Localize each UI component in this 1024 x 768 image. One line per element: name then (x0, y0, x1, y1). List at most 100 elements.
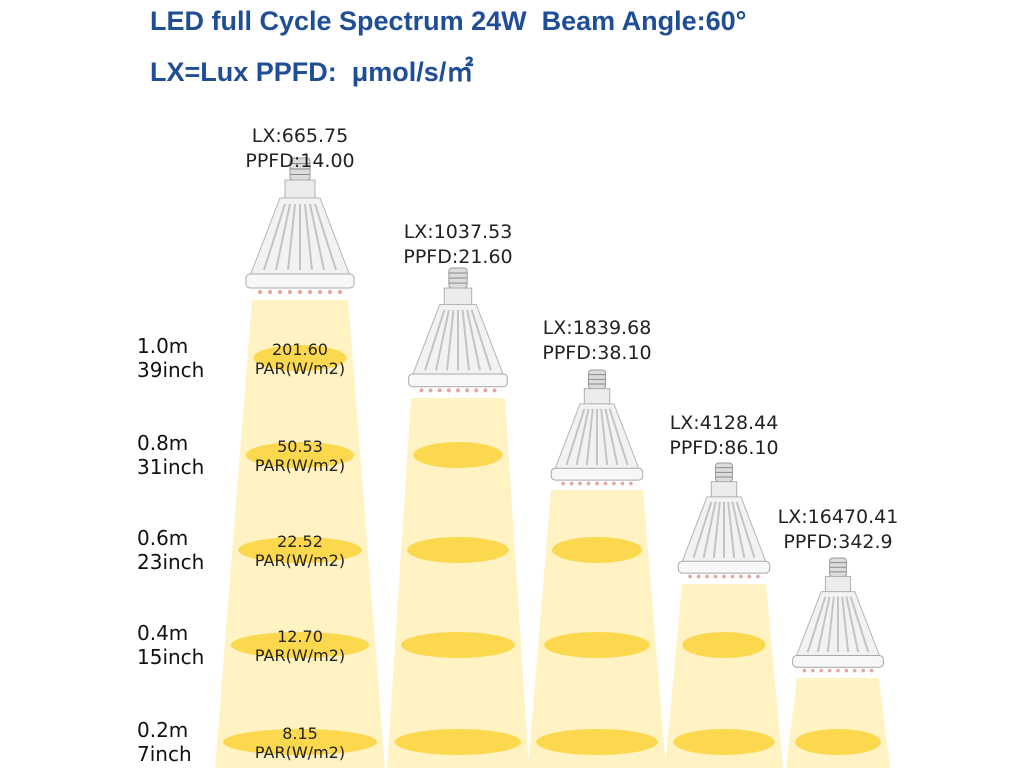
bulb-fin (727, 501, 736, 558)
bulb-fin (466, 309, 481, 371)
ppfd-label: PPFD:86.10 (669, 437, 779, 459)
led-dot (455, 388, 461, 393)
led-dot (802, 668, 807, 673)
bulb-fin (314, 203, 337, 271)
led-dot (465, 388, 470, 393)
distance-inches-label: 7inch (137, 742, 192, 766)
led-dot (257, 289, 263, 295)
light-spot (673, 729, 775, 755)
ppfd-label: PPFD:21.60 (403, 246, 513, 268)
led-dot (317, 289, 323, 295)
led-dot (713, 574, 718, 579)
bulb-fin (702, 501, 717, 559)
led-dot (861, 668, 866, 673)
par-unit: PAR(W/m2) (254, 359, 346, 378)
light-spot (400, 632, 516, 658)
bulb-fin (461, 309, 470, 371)
light-beam (528, 490, 666, 768)
bulb-neck (583, 388, 611, 405)
led-dot (730, 574, 735, 579)
light-spot (682, 632, 766, 658)
bulb-fin (446, 309, 455, 371)
led-dot (437, 388, 442, 393)
led-dot (696, 574, 701, 579)
led-dot (428, 388, 433, 393)
lux-label: LX:1839.68 (542, 317, 652, 339)
led-dot (578, 481, 582, 486)
bulb-rim (792, 654, 884, 668)
distance-meters-label: 1.0m (137, 334, 189, 358)
led-dot (722, 574, 726, 579)
light-spot (413, 442, 503, 468)
lamp-bulb-icon (792, 557, 884, 673)
par-value: 8.15 (282, 724, 318, 743)
led-dot (337, 289, 343, 295)
light-spot (223, 729, 377, 755)
led-dot (705, 574, 709, 579)
par-unit: PAR(W/m2) (254, 551, 346, 570)
lamp-bulb-icon (245, 157, 355, 295)
led-dot (869, 668, 874, 673)
bulb-fin (816, 596, 831, 653)
light-spot (394, 729, 522, 755)
light-spot (552, 537, 642, 563)
light-spot (238, 537, 362, 563)
led-dot (819, 668, 824, 673)
light-spot (544, 632, 650, 658)
light-spot (253, 345, 347, 371)
led-dot (827, 668, 832, 673)
led-dot (810, 668, 815, 673)
bulb-fin (309, 203, 325, 271)
bulb-fin (692, 501, 713, 559)
led-dot (586, 481, 591, 486)
bulb-rim (677, 560, 771, 574)
distance-meters-label: 0.2m (137, 718, 189, 742)
lamp-bulbs (245, 157, 884, 673)
bulb-fin (263, 203, 286, 271)
bulb-fin (304, 203, 313, 271)
distance-inches-label: 15inch (137, 645, 205, 669)
bulb-neck (284, 179, 316, 199)
bulb-fin (435, 309, 450, 371)
light-spots (223, 345, 881, 755)
title-line-2: LX=Lux PPFD: μmol/s/㎡ (150, 57, 474, 87)
bulb-fin (735, 501, 756, 559)
led-dot (297, 289, 303, 295)
bulb-fin (600, 408, 609, 465)
lux-label: LX:665.75 (251, 125, 349, 147)
led-dot (844, 668, 849, 673)
bulb-fin (849, 596, 870, 653)
bulb-rim (245, 273, 355, 289)
bulb-fin (585, 408, 594, 465)
led-dot (688, 574, 692, 579)
led-dot (277, 289, 283, 295)
light-beam (387, 398, 529, 768)
par-unit: PAR(W/m2) (254, 743, 346, 762)
led-dot (287, 289, 293, 295)
light-spot (536, 729, 658, 755)
par-value: 12.70 (277, 627, 323, 646)
distance-inches-label: 39inch (137, 358, 205, 382)
distance-inches-label: 31inch (137, 455, 205, 479)
led-dot (629, 481, 633, 486)
bulb-fin (826, 596, 835, 653)
led-dot (852, 668, 857, 673)
light-beam (665, 584, 783, 768)
led-dot (307, 289, 313, 295)
led-dot (756, 574, 760, 579)
lamp-bulb-icon (408, 267, 508, 393)
led-dot (483, 388, 488, 393)
bulb-fin (806, 596, 827, 653)
ppfd-label: PPFD:14.00 (245, 150, 355, 172)
led-dot (603, 481, 608, 486)
bulb-fin (712, 501, 721, 558)
lux-label: LX:1037.53 (403, 221, 513, 243)
lux-label: LX:4128.44 (669, 412, 779, 434)
bulb-fin (287, 203, 296, 271)
led-dot (446, 388, 451, 393)
bulb-fin (604, 408, 619, 466)
bulb-fin (565, 408, 586, 466)
led-dot (569, 481, 574, 486)
bulb-fin (470, 309, 492, 371)
led-dot (620, 481, 625, 486)
